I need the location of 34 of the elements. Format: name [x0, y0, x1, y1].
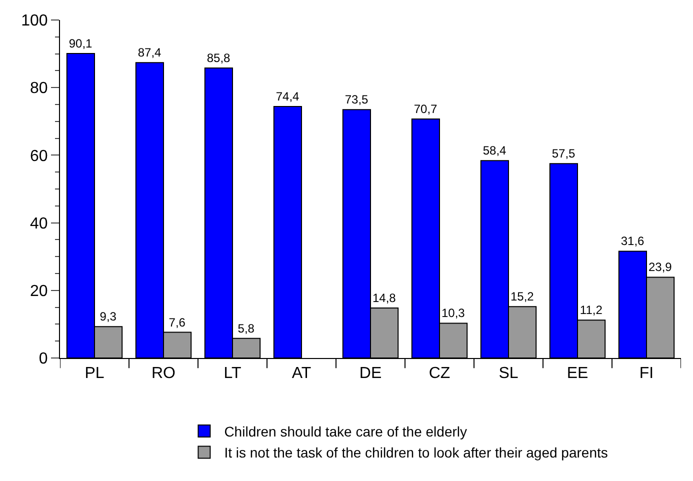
data-label: 87,4: [138, 46, 162, 60]
y-tick-label: 0: [38, 350, 48, 368]
x-tick-label: SL: [498, 365, 518, 382]
legend-label: It is not the task of the children to look after their aged parents: [224, 444, 608, 461]
data-label: 57,5: [552, 146, 576, 161]
data-label: 9,3: [100, 310, 117, 324]
y-tick-label: 100: [21, 12, 48, 30]
data-label: 23,9: [648, 260, 672, 274]
data-label: 70,7: [414, 102, 438, 116]
data-label: 85,8: [206, 51, 231, 65]
x-tick-label: EE: [566, 365, 588, 382]
data-label: 73,5: [344, 92, 369, 107]
x-tick-label: RO: [152, 365, 176, 382]
data-label: 14,8: [372, 290, 396, 305]
data-label: 15,2: [510, 290, 534, 304]
data-label: 90,1: [68, 36, 93, 50]
y-tick-label: 60: [30, 148, 48, 165]
x-tick-label: CZ: [428, 365, 450, 382]
data-label: 10,3: [441, 306, 466, 320]
legend-label: Children should take care of the elderly: [224, 424, 468, 440]
x-tick-label: LT: [224, 365, 242, 382]
y-tick-label: 20: [30, 283, 48, 300]
data-label: 74,4: [276, 90, 300, 104]
data-label: 31,6: [620, 234, 645, 248]
y-tick-label: 40: [30, 215, 48, 232]
x-tick-label: FI: [639, 365, 654, 382]
data-label: 11,2: [580, 303, 603, 318]
x-tick-label: PL: [84, 365, 104, 382]
y-tick-label: 80: [30, 80, 48, 98]
data-label: 58,4: [482, 144, 507, 158]
x-tick-label: AT: [292, 365, 312, 382]
data-label: 5,8: [238, 321, 255, 336]
x-tick-label: DE: [359, 365, 382, 382]
data-label: 7,6: [168, 315, 186, 330]
